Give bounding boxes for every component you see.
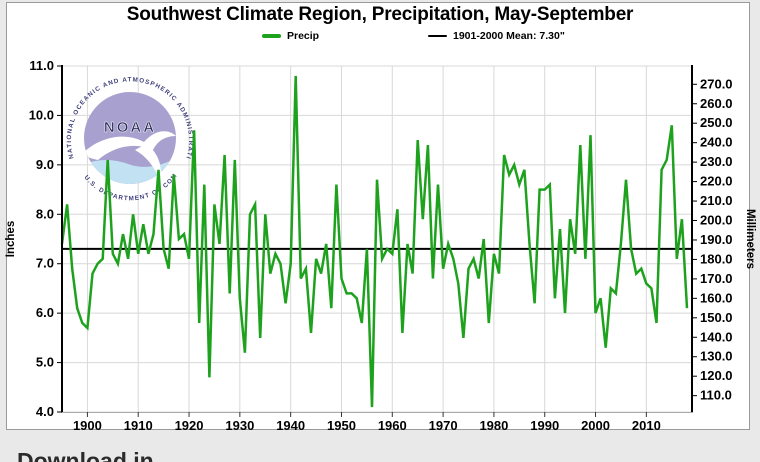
legend-mean-label: 1901-2000 Mean: 7.30" bbox=[453, 30, 565, 42]
chart-axes-and-series: 4.0 5.0 6.0 7.0 8.0 9.0 10.0 11.0 110.0 120.0 130.… bbox=[5, 58, 756, 433]
y-tick-label-left: 11.0 bbox=[29, 58, 54, 73]
footer-strip: Download in bbox=[0, 431, 760, 462]
y-tick-label-right: 230.0 bbox=[700, 154, 733, 169]
y-tick-label-right: 260.0 bbox=[700, 96, 733, 111]
noaa-logo-bird bbox=[84, 131, 176, 160]
x-tick-label: 1950 bbox=[327, 418, 356, 433]
x-tick-label: 1990 bbox=[530, 418, 559, 433]
x-tick-label: 1930 bbox=[225, 418, 254, 433]
y-tick-label-left: 10.0 bbox=[29, 107, 54, 122]
y-tick-label-right: 160.0 bbox=[700, 290, 733, 305]
y-axis-title-right: Millimeters bbox=[744, 209, 756, 269]
footer-clipped-heading: Download in bbox=[17, 448, 154, 462]
x-tick-label: 1970 bbox=[429, 418, 458, 433]
y-tick-label-left: 4.0 bbox=[36, 404, 54, 419]
x-tick-label: 1940 bbox=[276, 418, 305, 433]
y-tick-label-right: 250.0 bbox=[700, 115, 733, 130]
x-tick-label: 1910 bbox=[124, 418, 153, 433]
legend-precip-label: Precip bbox=[287, 30, 320, 42]
chart-panel bbox=[6, 2, 750, 430]
y-tick-label-right: 190.0 bbox=[700, 232, 733, 247]
y-tick-label-right: 200.0 bbox=[700, 213, 733, 228]
y-tick-label-right: 270.0 bbox=[700, 76, 733, 91]
legend-item-mean[interactable]: 1901-2000 Mean: 7.30" bbox=[428, 30, 565, 42]
y-tick-label-left: 7.0 bbox=[36, 256, 54, 271]
y-tick-label-right: 130.0 bbox=[700, 349, 733, 364]
y-tick-label-left: 5.0 bbox=[36, 355, 54, 370]
x-tick-label: 1900 bbox=[73, 418, 102, 433]
y-tick-label-right: 220.0 bbox=[700, 174, 733, 189]
y-tick-label-left: 9.0 bbox=[36, 157, 54, 172]
y-tick-label-right: 240.0 bbox=[700, 135, 733, 150]
x-tick-label: 1960 bbox=[378, 418, 407, 433]
y-tick-label-right: 180.0 bbox=[700, 251, 733, 266]
y-tick-label-right: 150.0 bbox=[700, 310, 733, 325]
y-tick-label-right: 210.0 bbox=[700, 193, 733, 208]
x-tick-label: 1920 bbox=[175, 418, 204, 433]
x-tick-label: 2010 bbox=[632, 418, 661, 433]
y-tick-label-left: 8.0 bbox=[36, 206, 54, 221]
noaa-logo-bird-wing bbox=[135, 144, 161, 180]
x-tick-label: 2000 bbox=[581, 418, 610, 433]
y-axis-title-left: Inches bbox=[5, 221, 17, 257]
y-tick-label-left: 6.0 bbox=[36, 305, 54, 320]
x-tick-label: 1980 bbox=[479, 418, 508, 433]
y-tick-label-right: 170.0 bbox=[700, 271, 733, 286]
chart-title: Southwest Climate Region, Precipitation,… bbox=[126, 4, 634, 25]
precip-line[interactable] bbox=[60, 75, 689, 408]
mean-line-swatch bbox=[428, 35, 447, 37]
precip-line-swatch bbox=[262, 34, 281, 38]
y-tick-label-right: 140.0 bbox=[700, 329, 733, 344]
y-tick-label-right: 120.0 bbox=[700, 368, 733, 383]
legend-item-precip[interactable]: Precip bbox=[262, 30, 319, 42]
y-tick-label-right: 110.0 bbox=[700, 388, 732, 403]
noaa-logo-acronym: NOAA bbox=[104, 119, 156, 136]
